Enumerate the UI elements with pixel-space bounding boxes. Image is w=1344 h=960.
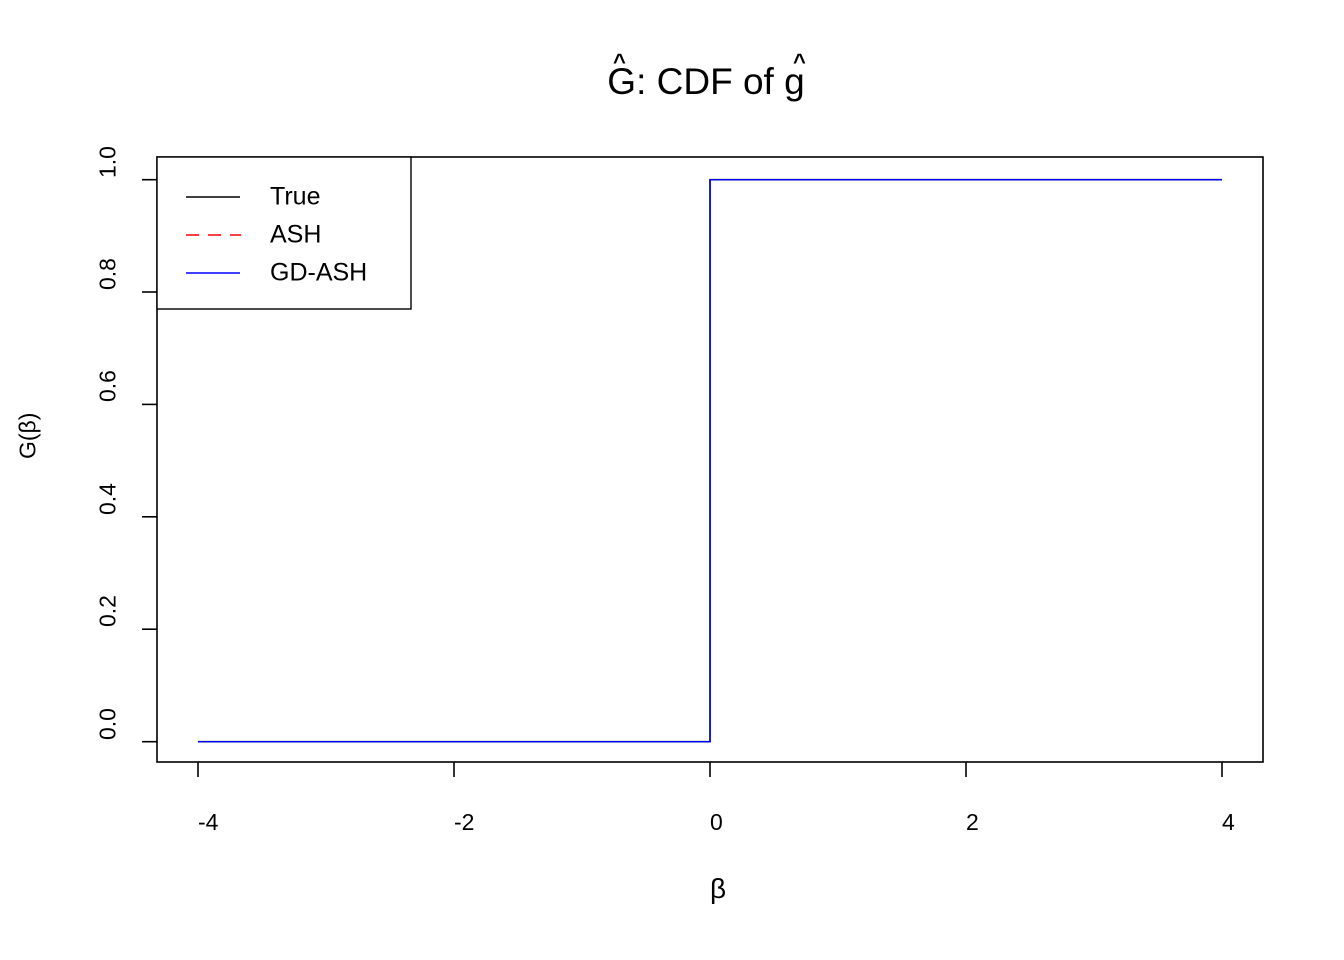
svg-text:G: CDF of g: G: CDF of g — [607, 61, 804, 102]
